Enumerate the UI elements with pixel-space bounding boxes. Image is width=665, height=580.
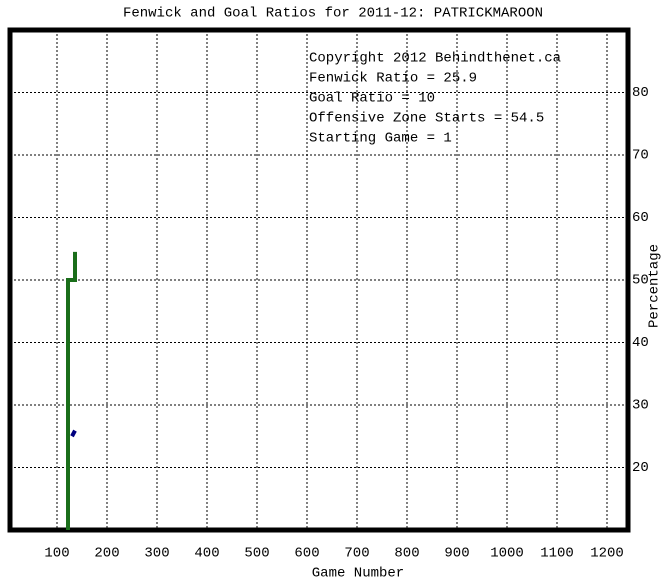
data-line xyxy=(70,429,77,438)
x-tick-label: 100 xyxy=(44,546,69,562)
y-tick-label: 70 xyxy=(632,148,649,164)
x-tick-label: 700 xyxy=(344,546,369,562)
annotation: Fenwick Ratio = 25.9 xyxy=(309,71,477,87)
plot-border xyxy=(7,27,631,533)
x-tick-label: 900 xyxy=(444,546,469,562)
x-tick-label: 600 xyxy=(294,546,319,562)
x-tick-label: 1100 xyxy=(540,546,574,562)
x-axis-label: Game Number xyxy=(312,566,404,580)
y-tick-label: 80 xyxy=(632,85,649,101)
annotation: Offensive Zone Starts = 54.5 xyxy=(309,111,544,127)
x-tick-label: 1000 xyxy=(490,546,524,562)
annotation: Starting Game = 1 xyxy=(309,131,452,147)
x-tick-label: 500 xyxy=(244,546,269,562)
y-tick-label: 50 xyxy=(632,273,649,289)
data-line xyxy=(66,251,77,530)
x-tick-label: 400 xyxy=(194,546,219,562)
y-tick-label: 40 xyxy=(632,335,649,351)
x-tick-label: 1200 xyxy=(590,546,624,562)
x-tick-label: 800 xyxy=(394,546,419,562)
annotation: Goal Ratio = 10 xyxy=(309,91,435,107)
y-axis-label: Percentage xyxy=(647,244,663,328)
annotation: Copyright 2012 Behindthenet.ca xyxy=(309,51,561,67)
y-tick-label: 20 xyxy=(632,460,649,476)
x-tick-label: 200 xyxy=(94,546,119,562)
chart-title: Fenwick and Goal Ratios for 2011-12: PAT… xyxy=(123,6,543,22)
y-tick-label: 30 xyxy=(632,398,649,414)
x-tick-label: 300 xyxy=(144,546,169,562)
y-tick-label: 60 xyxy=(632,210,649,226)
